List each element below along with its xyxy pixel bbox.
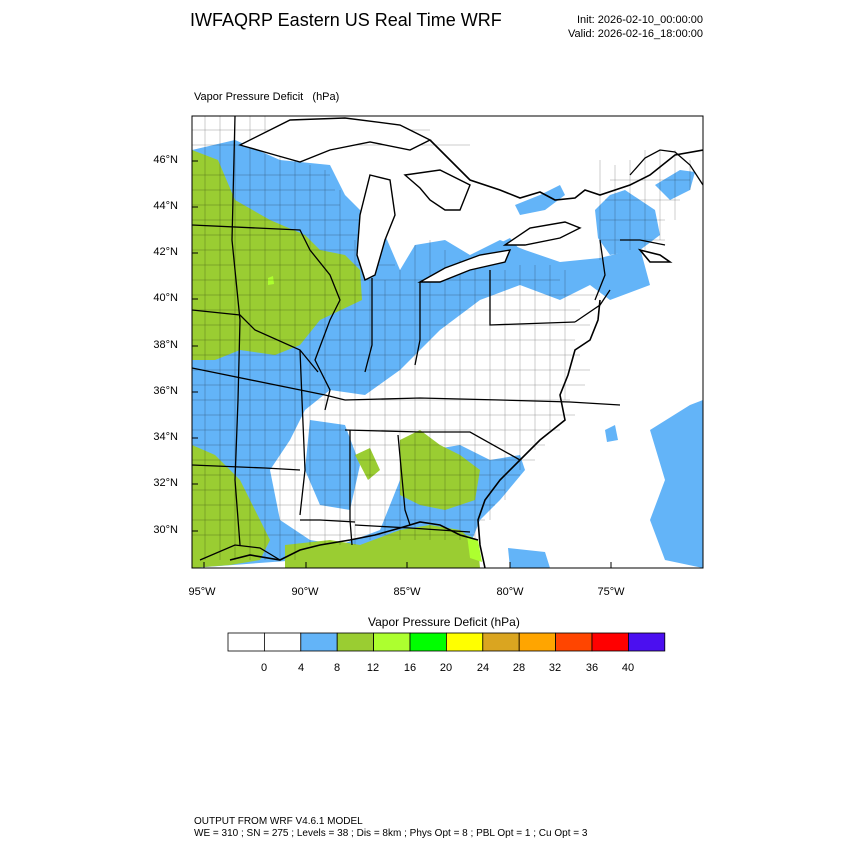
colorbar-swatch xyxy=(300,632,338,652)
colorbar-swatch xyxy=(591,632,629,652)
plot-title: IWFAQRP Eastern US Real Time WRF xyxy=(190,10,502,30)
field-name: Vapor Pressure Deficit xyxy=(194,91,304,103)
lat-label: 32°N xyxy=(153,477,178,489)
coastlines xyxy=(229,139,703,568)
county-lines xyxy=(192,116,691,560)
lon-label: 85°W xyxy=(393,586,421,598)
colorbar-swatch xyxy=(336,632,375,652)
lat-label: 46°N xyxy=(153,154,178,166)
init-time: Init: 2026-02-10_00:00:00 xyxy=(577,14,703,26)
colorbar-swatch xyxy=(227,632,265,652)
colorbar-label: 16 xyxy=(403,662,417,674)
lon-label: 75°W xyxy=(597,586,625,598)
lon-label: 90°W xyxy=(291,586,319,598)
colorbar-label: 20 xyxy=(439,662,453,674)
great-lakes xyxy=(238,117,582,283)
run-times: Init: 2026-02-10_00:00:00 Valid: 2026-02… xyxy=(568,13,703,41)
colorbar-swatch xyxy=(628,632,666,652)
colorbar-label: 12 xyxy=(366,662,380,674)
valid-time: Valid: 2026-02-16_18:00:00 xyxy=(568,28,703,40)
colorbar-label: 28 xyxy=(512,662,526,674)
colorbar-label: 24 xyxy=(476,662,490,674)
colorbar xyxy=(227,632,666,652)
map-frame xyxy=(191,115,704,569)
colorbar-swatch xyxy=(263,632,302,652)
colorbar-swatch xyxy=(409,632,447,652)
lat-label: 40°N xyxy=(153,292,178,304)
lat-label: 36°N xyxy=(153,385,178,397)
lat-label: 30°N xyxy=(153,524,178,536)
colorbar-label: 36 xyxy=(585,662,599,674)
map-field xyxy=(192,116,703,568)
lat-label: 38°N xyxy=(153,339,178,351)
axis-ticks xyxy=(192,160,612,568)
field-units: (hPa) xyxy=(312,91,340,103)
model-info: OUTPUT FROM WRF V4.6.1 MODEL WE = 310 ; … xyxy=(194,816,587,840)
vpd-8-12-regions xyxy=(192,150,480,568)
vpd-12-16-regions xyxy=(268,276,482,562)
colorbar-swatch xyxy=(373,632,411,652)
colorbar-title: Vapor Pressure Deficit (hPa) xyxy=(368,615,520,629)
model-info-line1: OUTPUT FROM WRF V4.6.1 MODEL xyxy=(194,816,363,827)
colorbar-label: 40 xyxy=(621,662,635,674)
field-label: Vapor Pressure Deficit (hPa) xyxy=(194,91,339,103)
colorbar-swatch xyxy=(482,632,520,652)
colorbar-label: 4 xyxy=(297,662,305,674)
colorbar-label: 0 xyxy=(260,662,268,674)
colorbar-swatch xyxy=(445,632,484,652)
lat-label: 34°N xyxy=(153,431,178,443)
lon-label: 80°W xyxy=(496,586,524,598)
colorbar-label: 8 xyxy=(333,662,341,674)
lat-label: 42°N xyxy=(153,246,178,258)
model-info-line2: WE = 310 ; SN = 275 ; Levels = 38 ; Dis … xyxy=(194,828,588,839)
colorbar-swatch xyxy=(518,632,557,652)
colorbar-label: 32 xyxy=(548,662,562,674)
state-lines xyxy=(192,116,703,561)
lon-label: 95°W xyxy=(188,586,216,598)
colorbar-swatch xyxy=(555,632,593,652)
lat-label: 44°N xyxy=(153,200,178,212)
